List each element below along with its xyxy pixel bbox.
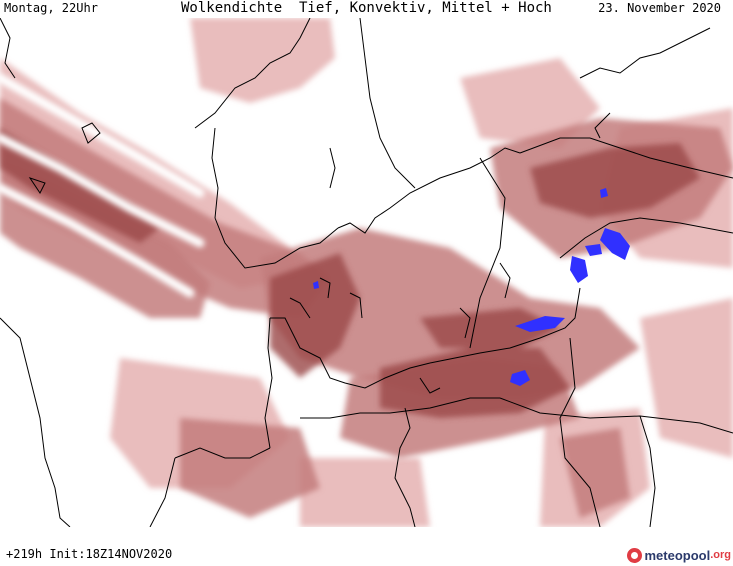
forecast-init-label: +219h Init:18Z14NOV2020 (6, 547, 173, 561)
footer: +219h Init:18Z14NOV2020 meteopool .org (0, 527, 733, 566)
header: Montag, 22Uhr Wolkendichte Tief, Konvekt… (0, 0, 733, 18)
clear-bands (0, 73, 205, 298)
cloud-density-map (0, 18, 733, 527)
meteopool-logo-icon (627, 547, 643, 563)
precipitation-areas (313, 188, 630, 386)
valid-time-label: Montag, 22Uhr (4, 1, 98, 15)
meteopool-logo[interactable]: meteopool .org (627, 545, 731, 565)
cloud-field-dark (0, 128, 700, 418)
brand-name: meteopool (644, 547, 711, 563)
valid-date-label: 23. November 2020 (598, 1, 721, 15)
map-canvas (0, 18, 733, 527)
brand-suffix: .org (710, 549, 731, 561)
map-title: Wolkendichte Tief, Konvektiv, Mittel + H… (181, 0, 552, 16)
coastlines (0, 18, 733, 527)
